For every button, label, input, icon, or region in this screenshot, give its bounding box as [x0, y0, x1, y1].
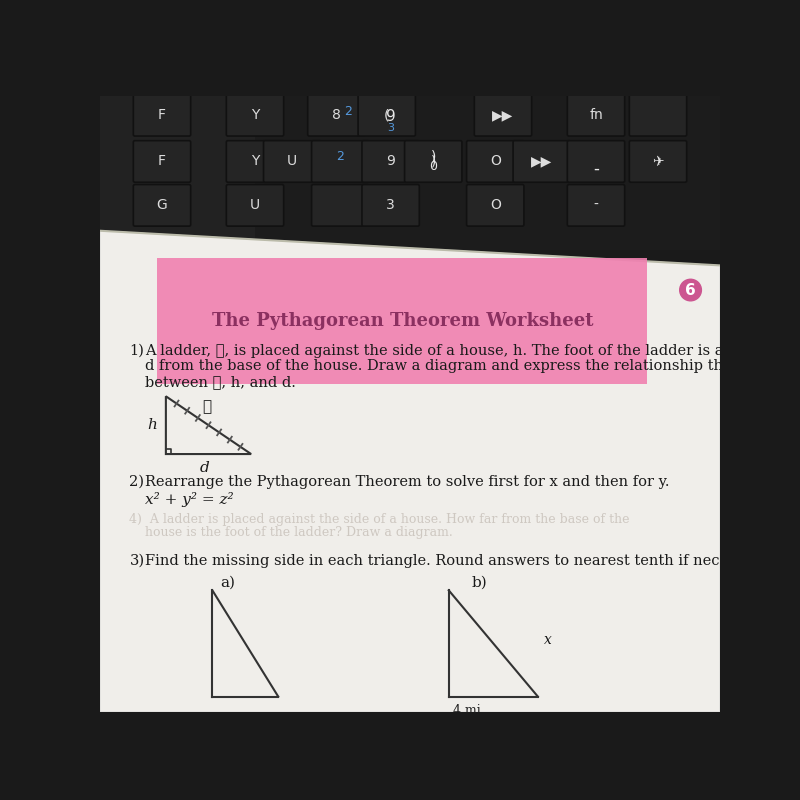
Text: 8: 8	[332, 108, 341, 122]
Text: fn: fn	[589, 108, 603, 122]
Text: U: U	[250, 198, 260, 212]
Text: ): )	[430, 154, 436, 169]
Text: ℓ: ℓ	[202, 400, 211, 414]
Text: 6: 6	[685, 282, 696, 298]
Text: between ℓ, h, and d.: between ℓ, h, and d.	[145, 374, 296, 389]
FancyBboxPatch shape	[226, 185, 284, 226]
Bar	[100, 96, 255, 250]
FancyBboxPatch shape	[567, 94, 625, 136]
Text: b): b)	[472, 576, 488, 590]
Text: F: F	[158, 154, 166, 169]
FancyBboxPatch shape	[630, 94, 686, 136]
FancyBboxPatch shape	[134, 94, 190, 136]
Text: d from the base of the house. Draw a diagram and express the relationship that e: d from the base of the house. Draw a dia…	[145, 359, 785, 374]
Text: Rearrange the Pythagorean Theorem to solve first for x and then for y.: Rearrange the Pythagorean Theorem to sol…	[145, 475, 670, 489]
Text: ▶▶: ▶▶	[492, 108, 514, 122]
FancyBboxPatch shape	[358, 94, 415, 136]
FancyBboxPatch shape	[474, 94, 532, 136]
Text: O: O	[490, 154, 501, 169]
FancyBboxPatch shape	[567, 185, 625, 226]
FancyBboxPatch shape	[308, 94, 365, 136]
Bar	[100, 96, 720, 250]
Text: 1): 1)	[130, 344, 144, 358]
FancyBboxPatch shape	[513, 141, 570, 182]
Text: ✈: ✈	[652, 154, 664, 169]
FancyBboxPatch shape	[405, 141, 462, 182]
Text: 0: 0	[430, 160, 438, 174]
Text: 2: 2	[344, 105, 352, 118]
FancyBboxPatch shape	[466, 141, 524, 182]
FancyBboxPatch shape	[134, 185, 190, 226]
Text: x: x	[544, 633, 552, 646]
FancyBboxPatch shape	[567, 141, 625, 182]
Text: 4 mi: 4 mi	[453, 704, 480, 718]
Text: x² + y² = z²: x² + y² = z²	[145, 492, 234, 506]
Text: ): )	[430, 149, 436, 163]
Text: 9: 9	[386, 110, 395, 124]
FancyBboxPatch shape	[311, 141, 369, 182]
FancyBboxPatch shape	[630, 141, 686, 182]
Text: U: U	[287, 154, 298, 169]
Text: ▶▶: ▶▶	[531, 154, 552, 169]
Text: 3: 3	[387, 123, 394, 134]
FancyBboxPatch shape	[226, 141, 284, 182]
Text: 2: 2	[336, 150, 344, 162]
FancyBboxPatch shape	[134, 141, 190, 182]
Text: 9: 9	[386, 154, 395, 169]
Text: d: d	[200, 461, 210, 475]
Text: -: -	[594, 198, 598, 212]
Text: A ladder, ℓ, is placed against the side of a house, h. The foot of the ladder is: A ladder, ℓ, is placed against the side …	[145, 344, 791, 358]
Text: G: G	[157, 198, 167, 212]
FancyBboxPatch shape	[466, 185, 524, 226]
Text: The Pythagorean Theorem Worksheet: The Pythagorean Theorem Worksheet	[211, 312, 593, 330]
FancyBboxPatch shape	[362, 141, 419, 182]
Text: Find the missing side in each triangle. Round answers to nearest tenth if necess: Find the missing side in each triangle. …	[145, 554, 770, 568]
Text: h: h	[147, 418, 157, 432]
Polygon shape	[100, 230, 720, 712]
Text: 2): 2)	[130, 475, 145, 489]
Text: F: F	[158, 108, 166, 122]
Text: Y: Y	[251, 154, 259, 169]
Text: 3): 3)	[130, 554, 145, 568]
FancyBboxPatch shape	[362, 185, 419, 226]
Text: O: O	[490, 198, 501, 212]
FancyBboxPatch shape	[226, 94, 284, 136]
Circle shape	[680, 279, 702, 301]
Text: -: -	[593, 160, 599, 178]
FancyBboxPatch shape	[311, 185, 369, 226]
Text: house is the foot of the ladder? Draw a diagram.: house is the foot of the ladder? Draw a …	[145, 526, 453, 539]
Text: (: (	[384, 108, 390, 122]
Text: 3: 3	[386, 198, 395, 212]
Text: 4)  A ladder is placed against the side of a house. How far from the base of the: 4) A ladder is placed against the side o…	[130, 514, 630, 526]
Text: Y: Y	[251, 108, 259, 122]
Text: a): a)	[220, 576, 235, 590]
FancyBboxPatch shape	[263, 141, 321, 182]
